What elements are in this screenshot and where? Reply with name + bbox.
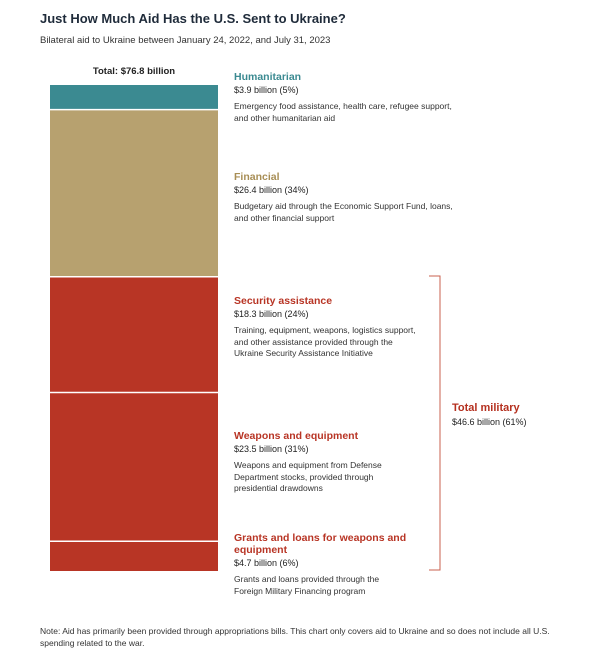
military-bracket (429, 275, 441, 571)
financial-description: Budgetary aid through the Economic Suppo… (234, 201, 453, 223)
total-military-label: Total military $46.6 billion (61%) (452, 402, 527, 427)
bar-segment-financial (50, 109, 218, 277)
humanitarian-value: $3.9 billion (5%) (234, 85, 299, 95)
financial-value: $26.4 billion (34%) (234, 185, 309, 195)
category-financial: Financial $26.4 billion (34%) Budgetary … (234, 171, 454, 224)
stacked-bar (50, 85, 218, 571)
chart-subtitle: Bilateral aid to Ukraine between January… (40, 35, 331, 46)
bar-segment-humanitarian (50, 85, 218, 110)
bar-segment-grants (50, 541, 218, 571)
footnote: Note: Aid has primarily been provided th… (40, 626, 550, 648)
category-weapons: Weapons and equipment $23.5 billion (31%… (234, 430, 419, 495)
total-military-value: $46.6 billion (61%) (452, 417, 527, 427)
humanitarian-description: Emergency food assistance, health care, … (234, 101, 452, 123)
weapons-description: Weapons and equipment from Defense Depar… (234, 460, 382, 493)
weapons-name: Weapons and equipment (234, 430, 359, 442)
total-label: Total: $76.8 billion (92, 66, 176, 77)
category-security-assistance: Security assistance $18.3 billion (24%) … (234, 295, 424, 360)
weapons-value: $23.5 billion (31%) (234, 444, 309, 454)
grants-value: $4.7 billion (6%) (234, 558, 299, 568)
category-grants-loans: Grants and loans for weapons and equipme… (234, 532, 409, 597)
security-description: Training, equipment, weapons, logistics … (234, 325, 416, 358)
security-name: Security assistance (234, 295, 333, 307)
financial-name: Financial (234, 171, 280, 183)
chart-title: Just How Much Aid Has the U.S. Sent to U… (40, 11, 346, 26)
grants-description: Grants and loans provided through the Fo… (234, 574, 380, 596)
bar-segment-weapons (50, 392, 218, 542)
grants-name: Grants and loans for weapons and equipme… (234, 532, 407, 556)
security-value: $18.3 billion (24%) (234, 309, 309, 319)
category-humanitarian: Humanitarian $3.9 billion (5%) Emergency… (234, 71, 454, 124)
total-military-name: Total military (452, 402, 520, 414)
humanitarian-name: Humanitarian (234, 71, 302, 83)
bar-segment-security (50, 276, 218, 393)
